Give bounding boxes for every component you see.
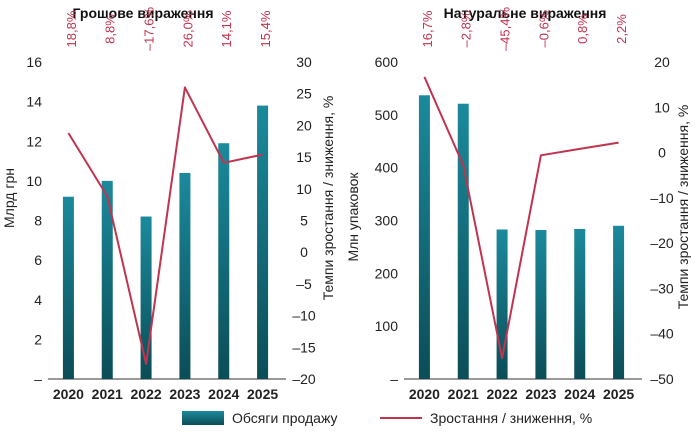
chart-2-y-axis-label: Млн упаковок: [345, 172, 361, 262]
chart-1-right-axis-label: Темпи зростання / зниження, %: [320, 96, 336, 301]
chart-1-right-tick: –10: [292, 308, 316, 324]
chart-2-bar: [535, 230, 547, 379]
chart-2-right-tick: 20: [654, 54, 670, 70]
legend-bar-label: Обсяги продажу: [232, 410, 337, 426]
chart-1-y-tick: 12: [26, 133, 42, 149]
chart-1-growth-label: 18,8%: [64, 10, 79, 47]
chart-1-x-tick: 2025: [247, 386, 278, 402]
chart-1-y-tick: 8: [34, 213, 42, 229]
chart-1-right-tick: –5: [296, 276, 312, 292]
chart-1-y-tick: 4: [34, 292, 42, 308]
chart-1-growth-label: 8,8%: [103, 14, 118, 44]
legend-bar-swatch: [182, 411, 224, 425]
chart-2-x-tick: 2023: [525, 386, 556, 402]
chart-2-y-tick: 500: [375, 107, 399, 123]
chart-1-right-tick: –20: [292, 371, 316, 387]
chart-1-right-tick: 10: [296, 181, 312, 197]
chart-1-bar: [257, 105, 269, 380]
chart-1-right-tick: 15: [296, 149, 312, 165]
chart-2-bar: [457, 103, 469, 379]
chart-2-x-tick: 2020: [409, 386, 440, 402]
chart-2-y-tick: 400: [375, 160, 399, 176]
chart-2-right-tick: –40: [650, 326, 674, 342]
chart-2-growth-label: –45,4%: [498, 7, 513, 52]
chart-2-right-tick: 10: [654, 99, 670, 115]
chart-1-bar: [218, 143, 230, 379]
chart-1-right-tick: 5: [300, 213, 308, 229]
chart-1-right-tick: –15: [292, 339, 316, 355]
chart-2-right-tick: –30: [650, 280, 674, 296]
chart-1-x-tick: 2024: [208, 386, 239, 402]
chart-1-y-axis-label: Млрд грн: [1, 168, 17, 228]
chart-2-growth-label: –0,6%: [536, 10, 551, 47]
chart-1-growth-label: –17,6%: [142, 7, 157, 52]
chart-1-growth-label: 14,1%: [219, 10, 234, 47]
chart-1-growth-label: 26,0%: [180, 10, 195, 47]
chart-1-bar: [101, 180, 113, 379]
chart-2-y-tick: 200: [375, 265, 399, 281]
chart-2-x-tick: 2024: [564, 386, 595, 402]
chart-2-y-tick: 600: [375, 54, 399, 70]
chart-2-right-axis-label: Темпи зростання / зниження, %: [675, 105, 691, 310]
chart-1-right-tick: 30: [296, 54, 312, 70]
chart-2-y-tick: 300: [375, 213, 399, 229]
chart-2-bar: [418, 95, 430, 379]
chart-2-y-tick: –: [390, 371, 398, 387]
legend-line-label: Зростання / зниження, %: [430, 410, 592, 426]
chart-2-x-tick: 2025: [603, 386, 634, 402]
chart-2-x-tick: 2022: [487, 386, 518, 402]
chart-2-title: Натуральне вираження: [444, 5, 607, 21]
chart-1-right-tick: 20: [296, 117, 312, 133]
chart-1-growth-line: [67, 86, 263, 365]
chart-1-x-tick: 2022: [131, 386, 162, 402]
chart-1-y-tick: 16: [26, 54, 42, 70]
chart-1-y-tick: 2: [34, 331, 42, 347]
chart-2-bar: [613, 225, 625, 379]
chart-1-bar: [62, 196, 74, 379]
chart-2-y-tick: 100: [375, 318, 399, 334]
chart-1-y-tick: 14: [26, 94, 42, 110]
chart-2-bar: [574, 228, 586, 379]
chart-1-growth-label: 15,4%: [258, 10, 273, 47]
chart-2-right-tick: –20: [650, 235, 674, 251]
chart-2-bar: [496, 229, 508, 379]
chart-1-title: Грошове вираження: [73, 5, 214, 21]
chart-1-bar: [179, 172, 191, 379]
chart-2-x-tick: 2021: [448, 386, 479, 402]
chart-2-right-tick: 0: [658, 145, 666, 161]
chart-1-y-tick: –: [34, 371, 42, 387]
chart-1-right-tick: 0: [300, 244, 308, 260]
chart-1-x-tick: 2023: [169, 386, 200, 402]
chart-1-right-tick: 25: [296, 86, 312, 102]
chart-2-growth-line: [423, 76, 619, 360]
chart-1-y-tick: 10: [26, 173, 42, 189]
chart-2-growth-label: 2,2%: [614, 14, 629, 44]
chart-legend: Обсяги продажу Зростання / зниження, %: [182, 410, 592, 426]
chart-2-right-tick: –10: [650, 190, 674, 206]
chart-1-y-tick: 6: [34, 252, 42, 268]
chart-2-growth-label: 16,7%: [420, 10, 435, 47]
chart-2-growth-label: –2,8%: [459, 10, 474, 47]
chart-2-right-tick: –50: [650, 371, 674, 387]
chart-2-growth-label: 0,8%: [575, 14, 590, 44]
chart-1-x-tick: 2020: [53, 386, 84, 402]
chart-1-bar: [140, 216, 152, 379]
chart-1-x-tick: 2021: [92, 386, 123, 402]
